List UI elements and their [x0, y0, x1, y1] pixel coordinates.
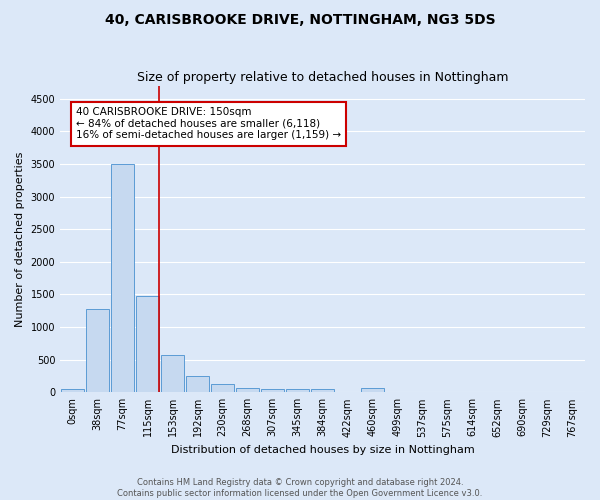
Y-axis label: Number of detached properties: Number of detached properties: [15, 152, 25, 326]
Text: 40, CARISBROOKE DRIVE, NOTTINGHAM, NG3 5DS: 40, CARISBROOKE DRIVE, NOTTINGHAM, NG3 5…: [104, 12, 496, 26]
Bar: [136, 296, 159, 392]
Text: 40 CARISBROOKE DRIVE: 150sqm
← 84% of detached houses are smaller (6,118)
16% of: 40 CARISBROOKE DRIVE: 150sqm ← 84% of de…: [76, 107, 341, 140]
Bar: [112, 164, 134, 392]
Bar: [161, 355, 184, 393]
Text: Contains HM Land Registry data © Crown copyright and database right 2024.
Contai: Contains HM Land Registry data © Crown c…: [118, 478, 482, 498]
Bar: [236, 388, 259, 392]
X-axis label: Distribution of detached houses by size in Nottingham: Distribution of detached houses by size …: [171, 445, 475, 455]
Bar: [187, 376, 209, 392]
Bar: [311, 389, 334, 392]
Bar: [61, 389, 84, 392]
Bar: [86, 310, 109, 392]
Bar: [262, 389, 284, 392]
Title: Size of property relative to detached houses in Nottingham: Size of property relative to detached ho…: [137, 72, 508, 85]
Bar: [361, 388, 384, 392]
Bar: [286, 389, 309, 392]
Bar: [211, 384, 234, 392]
